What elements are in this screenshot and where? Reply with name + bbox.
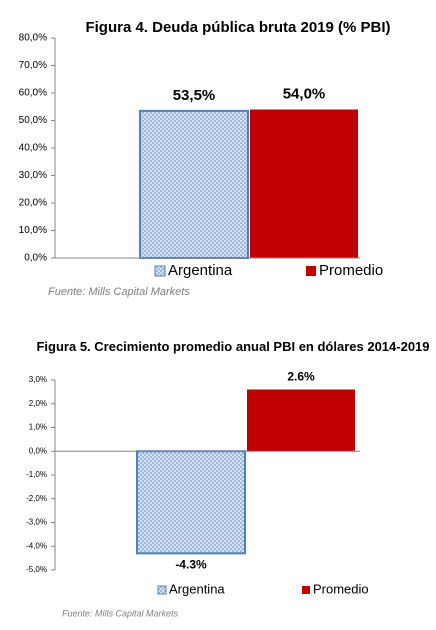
y-tick-label: 40,0% bbox=[19, 143, 47, 154]
value-label: 2.6% bbox=[287, 370, 315, 384]
y-tick-label: 60,0% bbox=[19, 88, 47, 99]
y-tick-label: -5,0% bbox=[26, 565, 47, 574]
y-tick-label: 0,0% bbox=[24, 253, 47, 264]
y-tick-label: 3,0% bbox=[29, 375, 47, 384]
legend-swatch bbox=[306, 266, 316, 276]
legend-swatch bbox=[154, 265, 166, 277]
y-tick-label: -3,0% bbox=[26, 518, 47, 527]
value-label: -4.3% bbox=[175, 558, 207, 572]
legend-swatch bbox=[157, 585, 167, 595]
value-label: 53,5% bbox=[173, 87, 216, 104]
bar bbox=[136, 450, 246, 555]
legend-label: Argentina bbox=[169, 581, 225, 596]
source: Fuente: Mills Capital Markets bbox=[62, 608, 179, 618]
y-tick-label: 2,0% bbox=[29, 399, 47, 408]
chart-title: Figura 4. Deuda pública bruta 2019 (% PB… bbox=[85, 19, 391, 36]
y-tick-label: -4,0% bbox=[26, 541, 47, 550]
legend-label: Promedio bbox=[313, 581, 369, 596]
y-tick-label: 1,0% bbox=[29, 423, 47, 432]
bar bbox=[250, 109, 358, 258]
chart-title: Figura 5. Crecimiento promedio anual PBI… bbox=[36, 339, 430, 354]
value-label: 54,0% bbox=[283, 85, 326, 102]
legend-label: Promedio bbox=[319, 262, 383, 279]
y-tick-label: 80,0% bbox=[19, 33, 47, 44]
y-tick-label: -2,0% bbox=[26, 494, 47, 503]
source: Fuente: Mills Capital Markets bbox=[48, 286, 190, 298]
y-tick-label: 0,0% bbox=[29, 446, 47, 455]
y-tick-label: 20,0% bbox=[19, 198, 47, 209]
y-tick-label: 30,0% bbox=[19, 170, 47, 181]
y-tick-label: 50,0% bbox=[19, 115, 47, 126]
title-box: Figura 4. Deuda pública bruta 2019 (% PB… bbox=[85, 19, 391, 36]
legend-swatch bbox=[302, 586, 310, 594]
legend-label: Argentina bbox=[168, 262, 233, 279]
title-box: Figura 5. Crecimiento promedio anual PBI… bbox=[36, 339, 430, 354]
y-tick-label: 10,0% bbox=[19, 225, 47, 236]
y-tick-label: 70,0% bbox=[19, 60, 47, 71]
bar bbox=[247, 389, 355, 452]
bar bbox=[139, 109, 249, 259]
y-tick-label: -1,0% bbox=[26, 470, 47, 479]
